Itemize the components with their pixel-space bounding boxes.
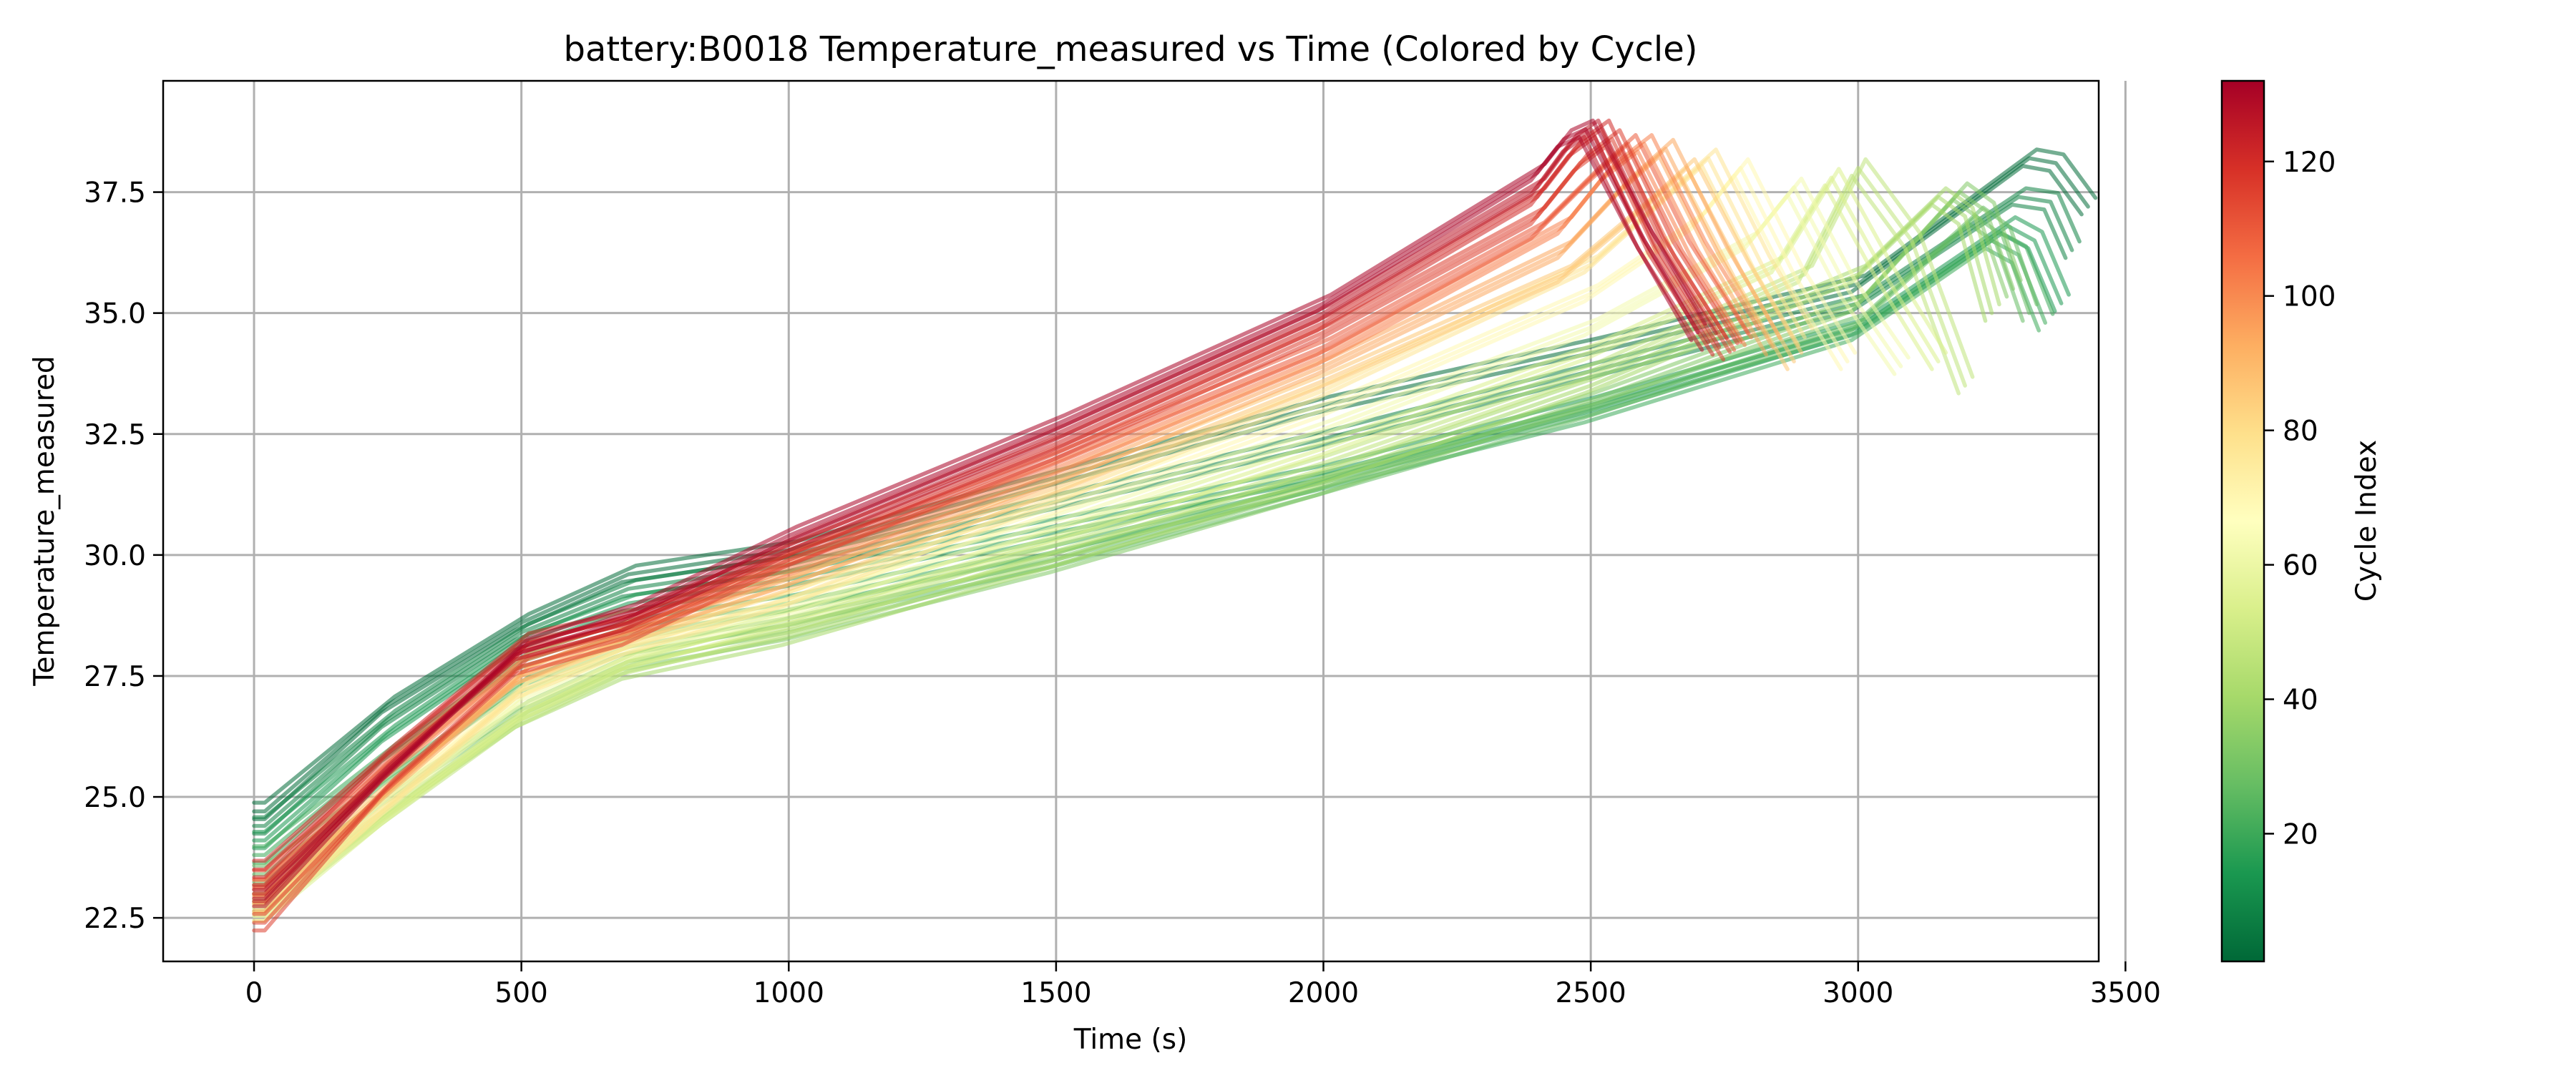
y-tick-label-1: 25.0 — [84, 782, 146, 814]
colorbar-label: Cycle Index — [2351, 440, 2383, 602]
series-line-cycle-131-variant-2 — [252, 134, 1694, 908]
x-axis-label: Time (s) — [1073, 1024, 1188, 1056]
series-line-cycle-54-variant-2 — [252, 183, 1934, 923]
plot-frame — [162, 79, 2100, 963]
x-tick-label-7: 3500 — [2090, 977, 2161, 1009]
chart-title: battery:B0018 Temperature_measured vs Ti… — [563, 29, 1697, 69]
x-tick-label-2: 1000 — [753, 977, 824, 1009]
series-line-cycle-78-variant-2 — [252, 164, 1800, 923]
x-tick-label-5: 2500 — [1555, 977, 1626, 1009]
series-line-cycle-94-variant-2 — [252, 154, 1768, 913]
y-tick-label-5: 35.0 — [84, 298, 146, 330]
colorbar-tick-label-4: 100 — [2283, 281, 2336, 313]
colorbar-tick-label-0: 20 — [2283, 818, 2318, 851]
series-line-cycle-131-variant-1 — [252, 118, 1707, 892]
y-tick-label-3: 30.0 — [84, 540, 146, 572]
y-tick-label-6: 37.5 — [84, 177, 146, 210]
y-axis: 22.5 25.0 27.5 30.0 32.5 35.0 37.5 — [84, 177, 163, 935]
x-tick-label-1: 500 — [494, 977, 547, 1009]
series-line-cycle-54-variant-1 — [252, 167, 1948, 906]
y-tick-label-2: 27.5 — [84, 661, 146, 693]
colorbar-tick-label-5: 120 — [2283, 147, 2336, 179]
colorbar-gradient — [2220, 79, 2265, 963]
y-tick-label-4: 32.5 — [84, 419, 146, 451]
colorbar-tick-label-1: 40 — [2283, 685, 2318, 717]
colorbar-tick-label-3: 80 — [2283, 416, 2318, 448]
x-tick-label-0: 0 — [245, 977, 263, 1009]
x-axis: 0 500 1000 1500 2000 2500 3000 3500 — [245, 961, 2161, 1009]
y-axis-label: Temperature_measured — [29, 356, 61, 686]
colorbar: 20 40 60 80 100 120 Cycle Index — [2220, 79, 2383, 963]
series-line-cycle-70-variant-2 — [252, 173, 1843, 908]
colorbar-ticks: 20 40 60 80 100 120 — [2264, 147, 2336, 851]
x-tick-label-6: 3000 — [1823, 977, 1893, 1009]
colorbar-tick-label-2: 60 — [2283, 550, 2318, 582]
x-tick-label-3: 1500 — [1020, 977, 1091, 1009]
data-series — [252, 118, 2098, 933]
x-tick-label-4: 2000 — [1288, 977, 1359, 1009]
y-tick-label-0: 22.5 — [84, 903, 146, 935]
